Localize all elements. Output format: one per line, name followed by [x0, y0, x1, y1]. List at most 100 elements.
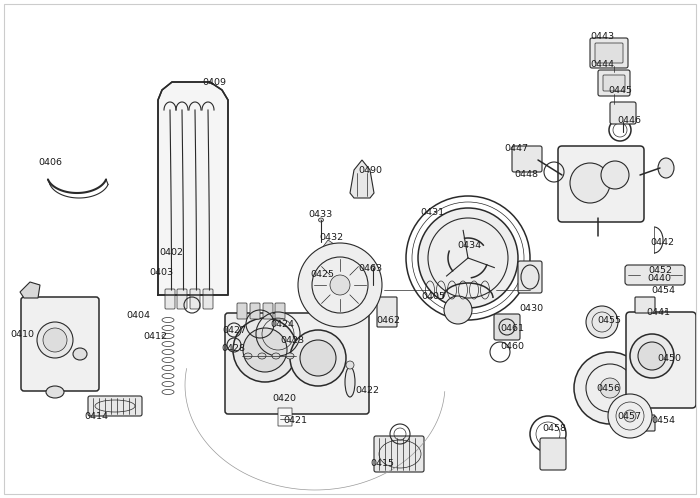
Polygon shape: [322, 240, 334, 255]
Text: 0402: 0402: [159, 248, 183, 256]
Ellipse shape: [272, 353, 280, 359]
Text: 0457: 0457: [617, 411, 641, 420]
Text: 0440: 0440: [647, 273, 671, 282]
Text: 0420: 0420: [272, 393, 296, 402]
Text: 0450: 0450: [657, 354, 681, 363]
Text: 0433: 0433: [308, 210, 332, 219]
Text: 0452: 0452: [648, 265, 672, 274]
Text: 0455: 0455: [597, 316, 621, 325]
Circle shape: [300, 340, 336, 376]
Circle shape: [600, 378, 620, 398]
Text: 0460: 0460: [500, 342, 524, 351]
Ellipse shape: [346, 361, 354, 369]
Circle shape: [43, 328, 67, 352]
Text: 0443: 0443: [590, 31, 614, 40]
Circle shape: [570, 163, 610, 203]
FancyBboxPatch shape: [558, 146, 644, 222]
FancyBboxPatch shape: [237, 303, 247, 319]
Text: 0427: 0427: [222, 326, 246, 335]
Polygon shape: [20, 282, 40, 298]
Ellipse shape: [345, 367, 355, 397]
Circle shape: [233, 318, 297, 382]
Ellipse shape: [46, 386, 64, 398]
FancyBboxPatch shape: [540, 438, 566, 470]
Text: 0441: 0441: [646, 307, 670, 317]
Text: 0454: 0454: [651, 285, 675, 294]
Text: 0442: 0442: [650, 238, 674, 247]
Text: 0445: 0445: [608, 86, 632, 95]
Text: 0434: 0434: [457, 241, 481, 249]
Text: 0403: 0403: [149, 267, 173, 276]
FancyBboxPatch shape: [598, 70, 630, 96]
Text: 0405: 0405: [421, 291, 445, 300]
FancyBboxPatch shape: [278, 408, 292, 426]
Text: 0462: 0462: [376, 316, 400, 325]
Text: 0431: 0431: [420, 208, 444, 217]
Circle shape: [290, 330, 346, 386]
FancyBboxPatch shape: [275, 303, 285, 319]
Text: 0447: 0447: [504, 143, 528, 152]
Text: 0404: 0404: [126, 310, 150, 320]
Circle shape: [574, 352, 646, 424]
Text: 0410: 0410: [10, 330, 34, 339]
FancyBboxPatch shape: [512, 146, 542, 172]
FancyBboxPatch shape: [177, 289, 187, 309]
FancyBboxPatch shape: [250, 303, 260, 319]
Ellipse shape: [318, 218, 323, 222]
Text: 0422: 0422: [355, 385, 379, 394]
FancyBboxPatch shape: [625, 265, 685, 285]
Circle shape: [630, 334, 674, 378]
Circle shape: [357, 181, 367, 191]
FancyBboxPatch shape: [165, 289, 175, 309]
Circle shape: [601, 161, 629, 189]
Text: 0461: 0461: [500, 324, 524, 333]
Text: 0446: 0446: [617, 116, 641, 124]
FancyBboxPatch shape: [518, 261, 542, 293]
Text: 0421: 0421: [283, 415, 307, 424]
FancyBboxPatch shape: [374, 436, 424, 472]
Ellipse shape: [258, 353, 266, 359]
Text: 0424: 0424: [270, 320, 294, 329]
Text: 0415: 0415: [370, 459, 394, 468]
Ellipse shape: [244, 353, 252, 359]
Ellipse shape: [73, 348, 87, 360]
Text: 0444: 0444: [590, 59, 614, 69]
Text: 0458: 0458: [542, 423, 566, 432]
FancyBboxPatch shape: [21, 297, 99, 391]
FancyBboxPatch shape: [603, 75, 625, 91]
FancyBboxPatch shape: [494, 314, 520, 340]
FancyBboxPatch shape: [88, 396, 142, 416]
Text: 0456: 0456: [596, 383, 620, 392]
Circle shape: [330, 275, 350, 295]
Text: 0490: 0490: [358, 165, 382, 174]
FancyBboxPatch shape: [225, 313, 369, 414]
Text: 0430: 0430: [519, 303, 543, 313]
Circle shape: [243, 328, 287, 372]
FancyBboxPatch shape: [635, 297, 655, 313]
Text: 0425: 0425: [310, 269, 334, 278]
FancyBboxPatch shape: [190, 289, 200, 309]
FancyBboxPatch shape: [203, 289, 213, 309]
FancyBboxPatch shape: [610, 102, 636, 124]
Ellipse shape: [658, 158, 674, 178]
Circle shape: [298, 243, 382, 327]
Text: 0463: 0463: [358, 263, 382, 272]
Text: 0448: 0448: [514, 169, 538, 178]
Circle shape: [608, 394, 652, 438]
Circle shape: [638, 342, 666, 370]
Circle shape: [624, 410, 636, 422]
Polygon shape: [350, 160, 374, 198]
FancyBboxPatch shape: [637, 415, 655, 431]
Ellipse shape: [286, 353, 294, 359]
Text: 0412: 0412: [143, 332, 167, 341]
Circle shape: [37, 322, 73, 358]
FancyBboxPatch shape: [377, 297, 397, 327]
FancyBboxPatch shape: [590, 38, 628, 68]
Text: 0409: 0409: [202, 78, 226, 87]
Circle shape: [444, 296, 472, 324]
Text: 0454: 0454: [651, 415, 675, 424]
Text: 0423: 0423: [280, 336, 304, 345]
Text: 0428: 0428: [221, 344, 245, 353]
Polygon shape: [158, 82, 228, 295]
Circle shape: [418, 208, 518, 308]
